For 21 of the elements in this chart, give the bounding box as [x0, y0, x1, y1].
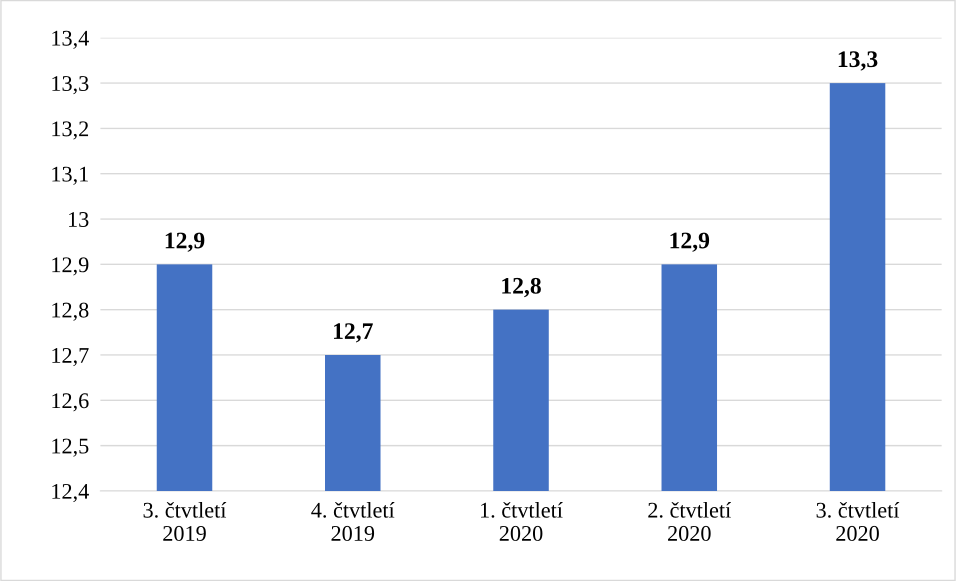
data-label: 13,3: [838, 51, 878, 71]
y-tick-label: 12,7: [52, 348, 89, 366]
y-tick-label: 12,8: [52, 302, 88, 321]
data-label: 12,9: [670, 232, 710, 252]
y-tick-label: 13,1: [52, 166, 88, 185]
data-label: 12,7: [334, 323, 373, 343]
y-tick-label: 12,5: [52, 438, 88, 457]
y-tick-label: 13,2: [52, 121, 88, 140]
y-tick-label: 12,6: [52, 393, 89, 412]
y-tick-label: 13,4: [52, 30, 89, 49]
data-label: 12,9: [166, 232, 204, 252]
y-tick-label: 12,9: [52, 257, 88, 276]
x-tick-label: 3. čtvtletí 2020: [816, 502, 900, 541]
data-label: 12,8: [502, 278, 541, 298]
y-tick-label: 13: [69, 212, 88, 227]
y-tick-label: 12,4: [52, 484, 89, 502]
x-tick-label: 4. čtvtletí 2019: [311, 502, 394, 541]
y-tick-label: 13,3: [52, 76, 88, 94]
x-tick-label: 2. čtvtletí 2020: [648, 502, 732, 541]
x-tick-label: 1. čtvtletí 2020: [481, 502, 563, 541]
x-tick-label: 3. čtvtletí 2019: [144, 502, 226, 541]
